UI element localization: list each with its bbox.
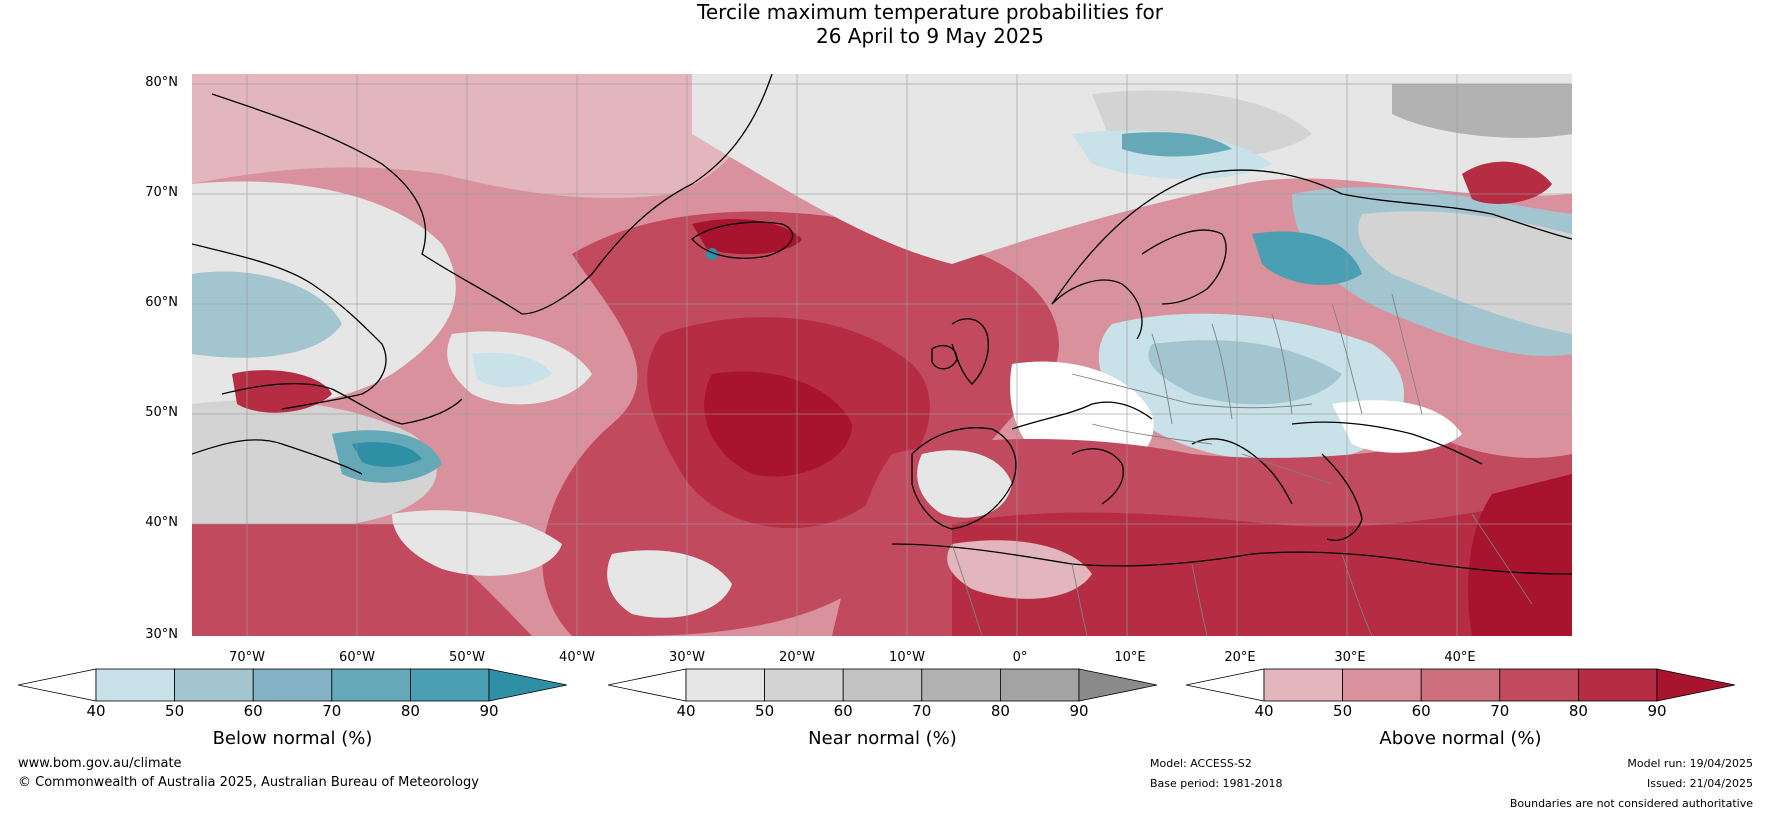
title-line-2: 26 April to 9 May 2025 (816, 24, 1044, 48)
lon-label: 50°W (449, 650, 485, 665)
colorbar-segment (1577, 668, 1658, 702)
lon-label: 10°W (889, 650, 925, 665)
lat-label: 70°N (145, 185, 178, 200)
colorbar-segment (1342, 668, 1422, 702)
disclaimer-text: Boundaries are not considered authoritat… (1509, 797, 1753, 810)
colorbar-segment (921, 668, 1001, 702)
colorbar-tick-label: 70 (1490, 702, 1510, 720)
colorbar-tick-label: 50 (1333, 702, 1353, 720)
model-run-text: Model run: 19/04/2025 (1627, 757, 1753, 770)
lon-label: 40°E (1444, 650, 1476, 665)
colorbar-tick-label: 50 (165, 702, 185, 720)
colorbar-segment (252, 668, 333, 702)
colorbar-tick-label: 60 (243, 702, 263, 720)
colorbar-segment (1499, 668, 1579, 702)
colorbar-segment (1420, 668, 1501, 702)
colorbar-extend-high (1078, 668, 1157, 702)
map-canvas (192, 74, 1572, 636)
map-title: Tercile maximum temperature probabilitie… (0, 0, 1770, 48)
colorbar-segment (1263, 668, 1343, 702)
lon-label: 30°W (669, 650, 705, 665)
colorbar-extend-high (1656, 668, 1735, 702)
lat-label: 60°N (145, 295, 178, 310)
colorbar-tick-label: 40 (1254, 702, 1274, 720)
colorbar-tick-label: 80 (1568, 702, 1588, 720)
colorbar-extend-low (18, 668, 97, 702)
colorbar-tick-label: 90 (1069, 702, 1089, 720)
lat-label: 30°N (145, 627, 178, 642)
lon-label: 70°W (229, 650, 265, 665)
colorbar-2 (1186, 668, 1735, 702)
website-link[interactable]: www.bom.gov.au/climate (18, 756, 182, 771)
lon-label: 30°E (1334, 650, 1366, 665)
colorbar-segment (685, 668, 765, 702)
colorbar-extend-high (488, 668, 567, 702)
forecast-map (192, 74, 1572, 636)
lon-label: 10°E (1114, 650, 1146, 665)
colorbar-extend-low (1186, 668, 1265, 702)
colorbar-tick-label: 70 (912, 702, 932, 720)
colorbar-tick-label: 40 (676, 702, 696, 720)
colorbar-1 (608, 668, 1157, 702)
colorbar-segment (331, 668, 411, 702)
colorbar-title: Above normal (%) (1379, 728, 1542, 749)
lon-label: 0° (1012, 650, 1028, 665)
colorbar-segment (999, 668, 1080, 702)
colorbar-segment (95, 668, 175, 702)
colorbar-tick-label: 80 (400, 702, 420, 720)
colorbar-tick-label: 60 (833, 702, 853, 720)
lon-label: 60°W (339, 650, 375, 665)
title-line-1: Tercile maximum temperature probabilitie… (697, 0, 1163, 24)
colorbar-title: Near normal (%) (808, 728, 957, 749)
colorbar-tick-label: 60 (1411, 702, 1431, 720)
colorbar-segment (764, 668, 844, 702)
copyright-text: © Commonwealth of Australia 2025, Austra… (18, 775, 479, 790)
colorbar-segment (842, 668, 923, 702)
colorbar-tick-label: 50 (755, 702, 775, 720)
lon-label: 20°W (779, 650, 815, 665)
colorbar-title: Below normal (%) (212, 728, 373, 749)
base-period-text: Base period: 1981-2018 (1150, 777, 1283, 790)
colorbar-extend-low (608, 668, 687, 702)
issued-text: Issued: 21/04/2025 (1646, 777, 1753, 790)
colorbar-0 (18, 668, 567, 702)
colorbar-tick-label: 80 (990, 702, 1010, 720)
lat-label: 50°N (145, 405, 178, 420)
colorbar-segment (174, 668, 254, 702)
lat-label: 40°N (145, 515, 178, 530)
colorbar-tick-label: 70 (322, 702, 342, 720)
colorbar-tick-label: 40 (86, 702, 106, 720)
colorbar-tick-label: 90 (479, 702, 499, 720)
colorbar-segment (409, 668, 490, 702)
colorbar-tick-label: 90 (1647, 702, 1667, 720)
model-text: Model: ACCESS-S2 (1150, 757, 1252, 770)
lat-label: 80°N (145, 75, 178, 90)
lon-label: 40°W (559, 650, 595, 665)
lon-label: 20°E (1224, 650, 1256, 665)
